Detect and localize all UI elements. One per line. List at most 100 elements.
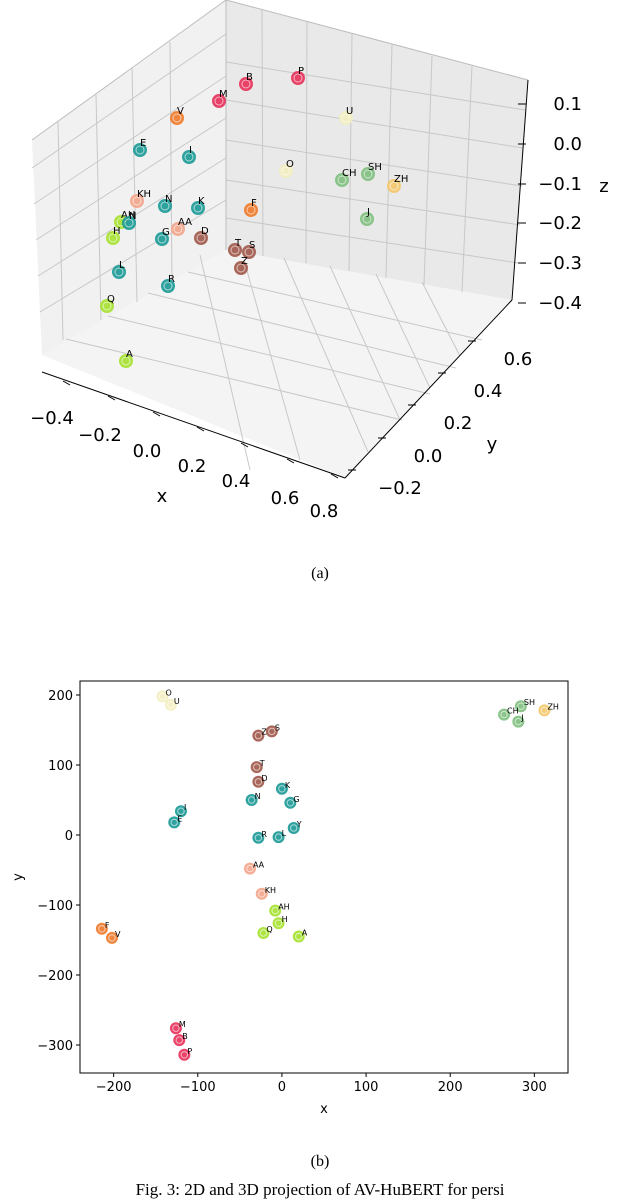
grid-line — [39, 199, 227, 313]
data-point-ring — [132, 196, 142, 206]
data-point — [178, 1048, 191, 1061]
point-label: M — [219, 89, 228, 100]
data-point-ring — [271, 906, 279, 915]
data-point-ring — [278, 785, 286, 793]
data-point — [122, 216, 136, 230]
x-tick-mark — [62, 380, 71, 386]
y-tick-label: −300 — [37, 1039, 73, 1054]
data-point — [291, 71, 305, 85]
y-tick-label: 0.4 — [474, 381, 503, 402]
point-label: Y — [296, 820, 302, 829]
grid-line — [199, 254, 251, 471]
data-point — [269, 904, 282, 917]
data-point-ring — [157, 234, 167, 244]
data-point — [284, 796, 297, 809]
point-label: K — [198, 196, 205, 207]
grid-line — [385, 44, 393, 279]
point-label: J — [366, 207, 370, 218]
point-label: K — [285, 781, 291, 790]
grid-line — [35, 117, 227, 241]
point-label: P — [298, 66, 304, 77]
data-point — [244, 203, 258, 217]
point-label: S — [249, 240, 255, 251]
x-tick-label: 0.4 — [222, 471, 251, 492]
data-point — [252, 729, 265, 742]
data-point-ring — [167, 701, 175, 709]
data-point-ring — [102, 301, 112, 311]
data-point-ring — [362, 214, 372, 224]
point-label: B — [246, 72, 253, 83]
point-label: V — [177, 106, 184, 117]
data-point-ring — [108, 934, 116, 942]
grid-line — [187, 271, 483, 341]
data-point — [161, 279, 175, 293]
data-point-ring — [173, 224, 183, 234]
point-label: R — [261, 830, 267, 839]
data-point-ring — [236, 263, 246, 273]
data-point-ring — [193, 203, 203, 213]
y-tick-label: −200 — [37, 969, 73, 984]
x-tick-mark — [330, 473, 339, 479]
data-point — [387, 179, 401, 193]
point-label: Q — [266, 925, 272, 934]
point-label: KH — [265, 886, 276, 895]
figure-caption: Fig. 3: 2D and 3D projection of AV-HuBER… — [135, 1180, 505, 1199]
point-label: D — [261, 774, 267, 783]
data-point-ring — [175, 1036, 183, 1044]
data-point-ring — [247, 796, 256, 804]
z-tick-label: −0.1 — [538, 174, 582, 195]
data-point — [228, 243, 242, 257]
grid-line — [95, 94, 102, 321]
data-point-ring — [108, 233, 118, 243]
point-label: P — [187, 1047, 192, 1056]
data-point-ring — [517, 702, 525, 710]
data-point-ring — [172, 113, 182, 123]
grid-line — [283, 257, 369, 453]
pane-floor — [42, 250, 512, 478]
x-tick-label: 200 — [438, 1080, 463, 1095]
z-tick-label: 0.0 — [553, 134, 582, 155]
data-point — [272, 831, 285, 844]
subfigure-label-a: (a) — [311, 565, 329, 582]
grid-line — [243, 259, 301, 461]
data-point — [360, 212, 374, 226]
grid-line — [225, 179, 521, 226]
grid-line — [147, 292, 457, 369]
data-point — [158, 199, 172, 213]
data-point-ring — [121, 356, 131, 366]
point-label: J — [520, 714, 523, 723]
data-point — [119, 354, 133, 368]
data-point-ring — [135, 145, 145, 155]
data-point — [234, 261, 248, 275]
point-label: T — [234, 238, 242, 249]
data-point — [182, 150, 196, 164]
x-tick-mark — [152, 411, 161, 417]
grid-line — [31, 33, 227, 169]
point-label: ZH — [394, 174, 408, 185]
scatter-2d-plot: −200 −100 0 100 200 300 200 100 0 −100 −200 −300 x y O… — [11, 680, 569, 1117]
data-point-ring — [281, 166, 291, 176]
point-label: U — [174, 697, 180, 706]
point-label: U — [346, 106, 353, 117]
point-label: Q — [107, 294, 115, 305]
grid-line — [305, 21, 308, 264]
data-point — [257, 927, 270, 939]
data-point — [242, 245, 256, 259]
data-point-ring — [540, 706, 549, 715]
data-point-ring — [337, 175, 347, 185]
data-point — [250, 761, 263, 774]
data-point-ring — [177, 807, 185, 815]
data-point-ring — [196, 233, 206, 243]
z-axis-label: z — [599, 176, 608, 197]
data-point — [243, 862, 256, 875]
point-label: L — [282, 829, 287, 838]
data-point — [272, 917, 285, 930]
point-label: KH — [137, 189, 151, 200]
grid-line — [33, 75, 227, 205]
data-point-ring — [124, 218, 134, 228]
grid-line — [225, 99, 524, 149]
data-point-ring — [514, 717, 523, 726]
point-label: B — [182, 1032, 188, 1041]
data-point — [292, 930, 305, 943]
data-point-ring — [500, 710, 508, 719]
